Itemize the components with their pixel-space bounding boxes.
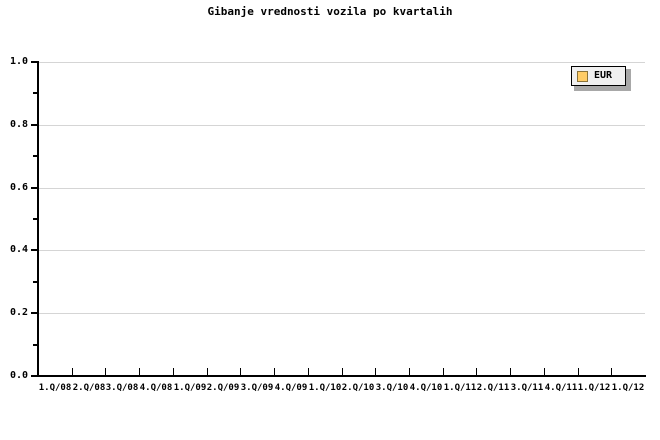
y-axis-label: 1.0 bbox=[9, 56, 28, 67]
x-axis-label: 3.Q/09 bbox=[240, 383, 274, 393]
x-axis-tick bbox=[207, 368, 208, 376]
x-axis-tick bbox=[510, 368, 511, 376]
x-axis-label: 1.Q/12 bbox=[577, 383, 611, 393]
y-axis-tick bbox=[31, 312, 38, 315]
y-axis-minor-tick bbox=[33, 92, 38, 95]
y-axis-label: 0.0 bbox=[9, 370, 28, 381]
y-axis-tick bbox=[31, 186, 38, 189]
y-axis-tick bbox=[31, 123, 38, 126]
x-axis-label: 1.Q/09 bbox=[173, 383, 207, 393]
y-axis-line bbox=[37, 61, 39, 377]
x-axis-label: 2.Q/11 bbox=[476, 383, 510, 393]
x-axis-label: 2.Q/10 bbox=[341, 383, 375, 393]
y-axis-label: 0.6 bbox=[9, 181, 28, 193]
gridline bbox=[38, 313, 645, 315]
x-axis-tick bbox=[308, 368, 309, 376]
y-axis-tick bbox=[31, 249, 38, 252]
x-axis-tick bbox=[443, 368, 444, 376]
x-axis-label: 1.Q/12 bbox=[611, 383, 645, 393]
x-axis-tick bbox=[240, 368, 241, 376]
x-axis-tick bbox=[72, 368, 73, 376]
x-axis-tick bbox=[173, 368, 174, 376]
y-axis-tick bbox=[31, 375, 38, 377]
x-axis-label: 1.Q/08 bbox=[38, 383, 72, 393]
y-axis-label: 0.4 bbox=[9, 244, 28, 256]
x-axis-tick bbox=[105, 368, 106, 376]
y-axis-minor-tick bbox=[33, 155, 38, 158]
legend-swatch-eur bbox=[577, 70, 588, 82]
y-axis-minor-tick bbox=[33, 343, 38, 346]
x-axis-label: 3.Q/08 bbox=[105, 383, 139, 393]
x-axis-tick bbox=[274, 368, 275, 376]
gridline bbox=[38, 250, 645, 252]
y-axis-minor-tick bbox=[33, 280, 38, 283]
chart-title: Gibanje vrednosti vozila po kvartalih bbox=[207, 5, 453, 18]
x-axis-label: 3.Q/11 bbox=[510, 383, 544, 393]
x-axis-label: 4.Q/09 bbox=[274, 383, 308, 393]
x-axis-tick bbox=[476, 368, 477, 376]
x-axis-tick bbox=[544, 368, 545, 376]
plot-area bbox=[38, 62, 645, 376]
x-axis-tick bbox=[409, 368, 410, 376]
legend-label-eur: EUR bbox=[594, 70, 613, 81]
y-axis-label: 0.8 bbox=[9, 118, 28, 130]
x-axis-tick bbox=[578, 368, 579, 376]
x-axis-tick bbox=[375, 368, 376, 376]
x-axis-label: 1.Q/11 bbox=[443, 383, 477, 393]
chart-legend[interactable]: EUR bbox=[571, 66, 626, 86]
x-axis-line bbox=[37, 375, 646, 377]
gridline bbox=[38, 187, 645, 189]
y-axis-minor-tick bbox=[33, 218, 38, 220]
x-axis-label: 2.Q/09 bbox=[206, 383, 240, 393]
gridline bbox=[38, 124, 645, 126]
gridline bbox=[38, 62, 645, 63]
x-axis-label: 2.Q/08 bbox=[72, 383, 106, 393]
x-axis-label: 1.Q/10 bbox=[308, 383, 342, 393]
y-axis-label: 0.2 bbox=[9, 307, 28, 319]
x-axis-tick bbox=[139, 368, 140, 376]
x-axis-label: 3.Q/10 bbox=[375, 383, 409, 393]
x-axis-label: 4.Q/11 bbox=[544, 383, 578, 393]
x-axis-tick bbox=[611, 368, 612, 376]
x-axis-tick bbox=[342, 368, 343, 376]
x-axis-label: 4.Q/10 bbox=[409, 383, 443, 393]
x-axis-label: 4.Q/08 bbox=[139, 383, 173, 393]
y-axis-tick bbox=[31, 61, 38, 63]
